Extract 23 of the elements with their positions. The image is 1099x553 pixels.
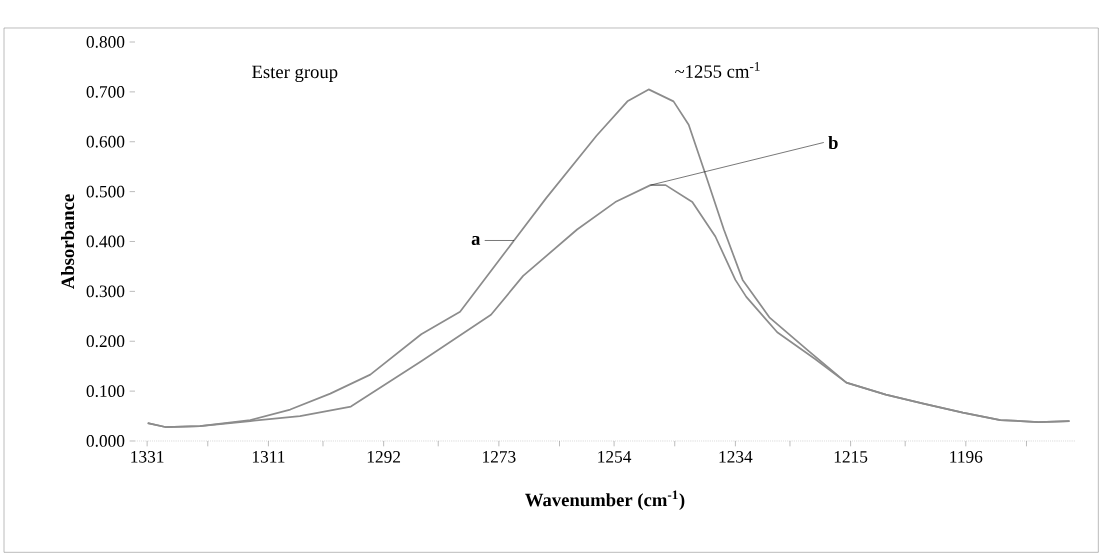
y-tick-label: 0.000 bbox=[86, 435, 125, 447]
x-tick-label: 1273 bbox=[483, 451, 516, 463]
text: b bbox=[828, 135, 838, 150]
annotation: ~1255 cm$^{-1}$ bbox=[675, 62, 760, 78]
y-tick-label: 0.200 bbox=[86, 335, 125, 348]
y-tick-label: 0.100 bbox=[86, 385, 125, 398]
x-tick-label: 1196 bbox=[950, 451, 983, 463]
y-tick-label: 0.400 bbox=[86, 235, 125, 248]
annotation: Ester group bbox=[252, 65, 338, 83]
y-tick-label: 0.300 bbox=[86, 285, 125, 298]
x-tick-label: 1215 bbox=[834, 451, 868, 463]
x-tick-label: 1331 bbox=[131, 451, 164, 463]
y-tick-label: 0.700 bbox=[86, 85, 125, 98]
x-tick-label: 1234 bbox=[719, 451, 753, 463]
y-tick-label: 0.600 bbox=[86, 135, 125, 148]
series-label: a bbox=[471, 236, 481, 245]
y-tick-label: 0.800 bbox=[86, 36, 125, 48]
y-axis-title: Absorbance bbox=[60, 194, 75, 290]
x-tick-label: 1292 bbox=[367, 451, 401, 463]
x-tick-label: 1254 bbox=[598, 451, 632, 463]
y-tick-label: 0.500 bbox=[86, 185, 125, 198]
x-tick-label: 1311 bbox=[252, 451, 285, 463]
x-axis-title: Wavenumber (cm$^{-1}$) bbox=[525, 490, 685, 511]
